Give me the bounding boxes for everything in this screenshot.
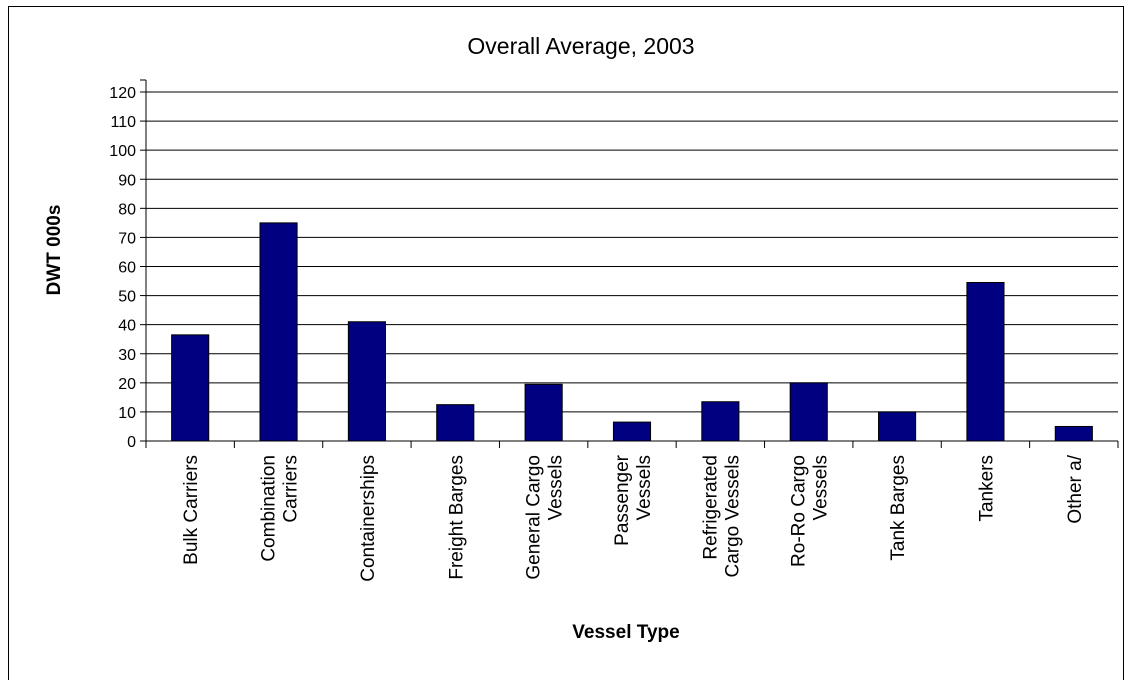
bar <box>1054 425 1093 442</box>
y-tick-label: 50 <box>118 289 136 306</box>
bar <box>259 222 298 442</box>
y-tick-label: 80 <box>118 201 136 218</box>
x-category-label: Ro-Ro Cargo <box>789 455 810 567</box>
gridlines <box>146 91 1118 413</box>
y-tick-label: 100 <box>109 143 136 160</box>
bars <box>171 222 1093 442</box>
bar <box>524 383 563 442</box>
x-category-label: Vessels <box>546 455 567 520</box>
bar <box>436 404 475 442</box>
bar <box>171 334 210 442</box>
y-tick-label: 120 <box>109 85 136 102</box>
chart-frame <box>8 6 1124 680</box>
y-tick-label: 90 <box>118 172 136 189</box>
y-tick-label: 70 <box>118 230 136 247</box>
bar <box>612 421 652 442</box>
y-tick-label: 110 <box>110 114 136 131</box>
bar <box>347 321 386 442</box>
bar <box>701 401 740 442</box>
bar <box>789 382 828 442</box>
x-category-label: Combination <box>259 455 280 562</box>
x-category-label: Passenger <box>612 454 633 546</box>
x-axis-title: Vessel Type <box>572 622 679 643</box>
y-tick-label: 20 <box>118 376 136 393</box>
y-tick-label: 30 <box>118 347 136 364</box>
chart-title: Overall Average, 2003 <box>467 33 694 59</box>
y-tick-label: 40 <box>118 318 136 335</box>
category-labels: Bulk Carriers Combination Carriers Containe… <box>181 454 1086 581</box>
y-tick-label: 10 <box>118 405 136 422</box>
x-category-label: General Cargo <box>524 455 545 580</box>
y-tick-label: 60 <box>118 260 136 277</box>
axes: 0 10 20 30 40 50 60 70 80 90 100 110 120 <box>109 79 1119 451</box>
x-category-label: Vessels <box>811 455 832 520</box>
x-category-label: Other a/ <box>1065 454 1086 523</box>
x-category-label: Tank Barges <box>888 455 909 561</box>
y-tick-label: 0 <box>127 434 136 451</box>
x-category-label: Tankers <box>976 455 997 522</box>
bar <box>966 281 1005 442</box>
y-axis-title: DWT 000s <box>44 205 65 296</box>
bar <box>878 411 917 442</box>
x-category-label: Cargo Vessels <box>722 455 743 578</box>
x-category-label: Carriers <box>281 455 302 523</box>
x-category-label: Refrigerated <box>700 455 721 560</box>
x-category-label: Freight Barges <box>446 455 467 580</box>
x-category-label: Vessels <box>634 455 655 520</box>
x-category-label: Bulk Carriers <box>181 455 202 565</box>
x-category-label: Containerships <box>358 455 379 582</box>
